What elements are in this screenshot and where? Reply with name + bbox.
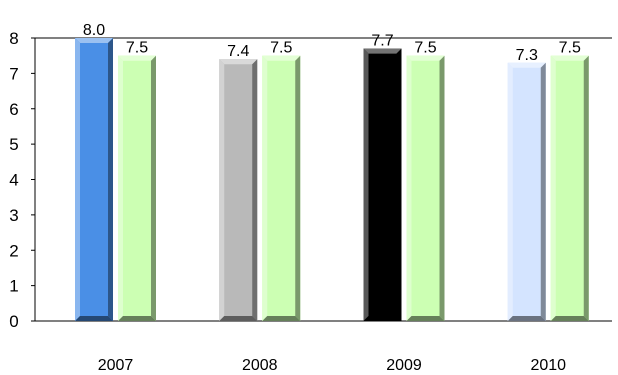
y-tick-label: 6 xyxy=(9,100,18,119)
data-label-2010-s2: 7.5 xyxy=(559,40,581,57)
bar-2007-s2 xyxy=(118,55,156,321)
y-tick-label: 5 xyxy=(9,135,18,154)
y-tick-label: 7 xyxy=(9,64,18,83)
y-tick-label: 8 xyxy=(9,29,18,48)
data-label-2009-s1: 7.7 xyxy=(371,33,393,50)
data-labels: 8.0 7.5 7.4 7.5 7.7 7.5 7.3 7.5 xyxy=(83,22,581,64)
bar-2007-s1 xyxy=(75,38,113,321)
bar-2009-s2 xyxy=(406,55,445,321)
data-label-2009-s2: 7.5 xyxy=(414,40,436,57)
y-tick-label: 3 xyxy=(9,206,18,225)
data-label-2007-s2: 7.5 xyxy=(126,40,148,57)
bar-2008-s2 xyxy=(262,55,301,321)
y-tick-label: 0 xyxy=(9,312,18,331)
data-label-2007-s1: 8.0 xyxy=(83,22,105,39)
y-tick-label: 2 xyxy=(9,241,18,260)
data-label-2008-s1: 7.4 xyxy=(227,43,249,60)
y-tick-label: 1 xyxy=(9,277,18,296)
x-axis-ticks: 2007 2008 2009 2010 xyxy=(98,357,566,374)
chart-bars xyxy=(75,38,589,322)
bar-2010-s1 xyxy=(507,62,546,321)
bar-2009-s1 xyxy=(363,48,402,322)
data-label-2010-s1: 7.3 xyxy=(516,47,538,64)
x-tick-label-2009: 2009 xyxy=(386,357,422,374)
x-tick-label-2008: 2008 xyxy=(242,357,278,374)
x-tick-label-2007: 2007 xyxy=(98,357,134,374)
y-tick-label: 4 xyxy=(9,171,18,190)
bar-2010-s2 xyxy=(550,55,589,321)
data-label-2008-s2: 7.5 xyxy=(270,40,292,57)
bar-2008-s1 xyxy=(219,59,258,321)
x-tick-label-2010: 2010 xyxy=(530,357,566,374)
y-axis-ticks: 0 1 2 3 4 5 6 7 8 xyxy=(9,29,35,331)
